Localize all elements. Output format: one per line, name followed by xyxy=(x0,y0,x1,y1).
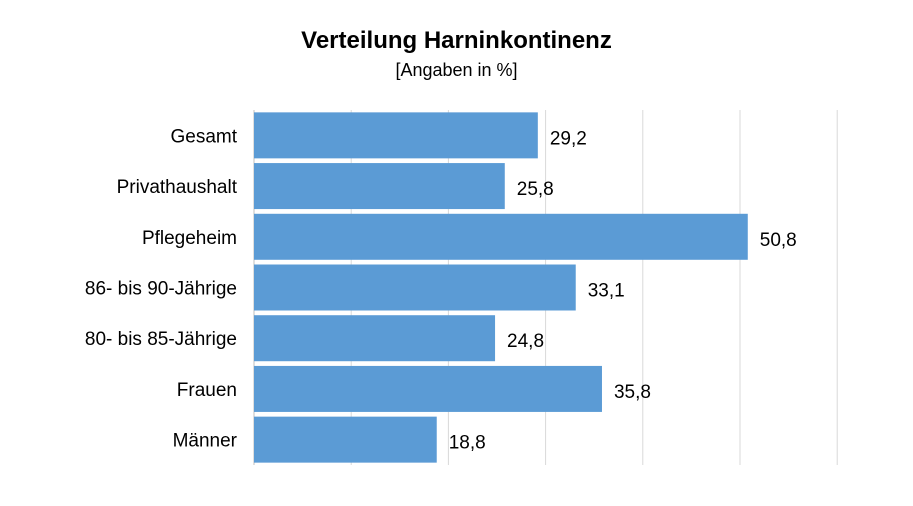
category-label: 80- bis 85-Jährige xyxy=(85,329,237,350)
bar xyxy=(254,416,437,463)
data-labels: 29,2 25,8 50,8 33,1 24,8 35,8 18,8 xyxy=(449,128,797,453)
bar xyxy=(254,163,505,210)
data-label: 18,8 xyxy=(449,433,486,454)
category-label: Pflegeheim xyxy=(142,228,237,249)
data-label: 33,1 xyxy=(588,281,625,302)
bars xyxy=(254,112,748,463)
category-label: Männer xyxy=(173,431,238,452)
category-label: Gesamt xyxy=(170,126,237,147)
data-label: 35,8 xyxy=(614,382,651,403)
bar xyxy=(254,112,538,159)
bar xyxy=(254,213,748,260)
chart-title: Verteilung Harninkontinenz xyxy=(301,27,612,54)
category-labels: Gesamt Privathaushalt Pflegeheim 86- bis 90… xyxy=(85,126,238,451)
category-label: 86- bis 90-Jährige xyxy=(85,279,237,300)
bar xyxy=(254,315,496,362)
category-label: Privathaushalt xyxy=(117,177,238,198)
data-label: 24,8 xyxy=(507,331,544,352)
category-label: Frauen xyxy=(177,380,237,401)
bar xyxy=(254,264,576,311)
data-label: 29,2 xyxy=(550,128,587,149)
bar xyxy=(254,365,602,412)
chart-subtitle: [Angaben in %] xyxy=(395,60,518,80)
data-label: 25,8 xyxy=(517,179,554,200)
data-label: 50,8 xyxy=(760,230,797,251)
